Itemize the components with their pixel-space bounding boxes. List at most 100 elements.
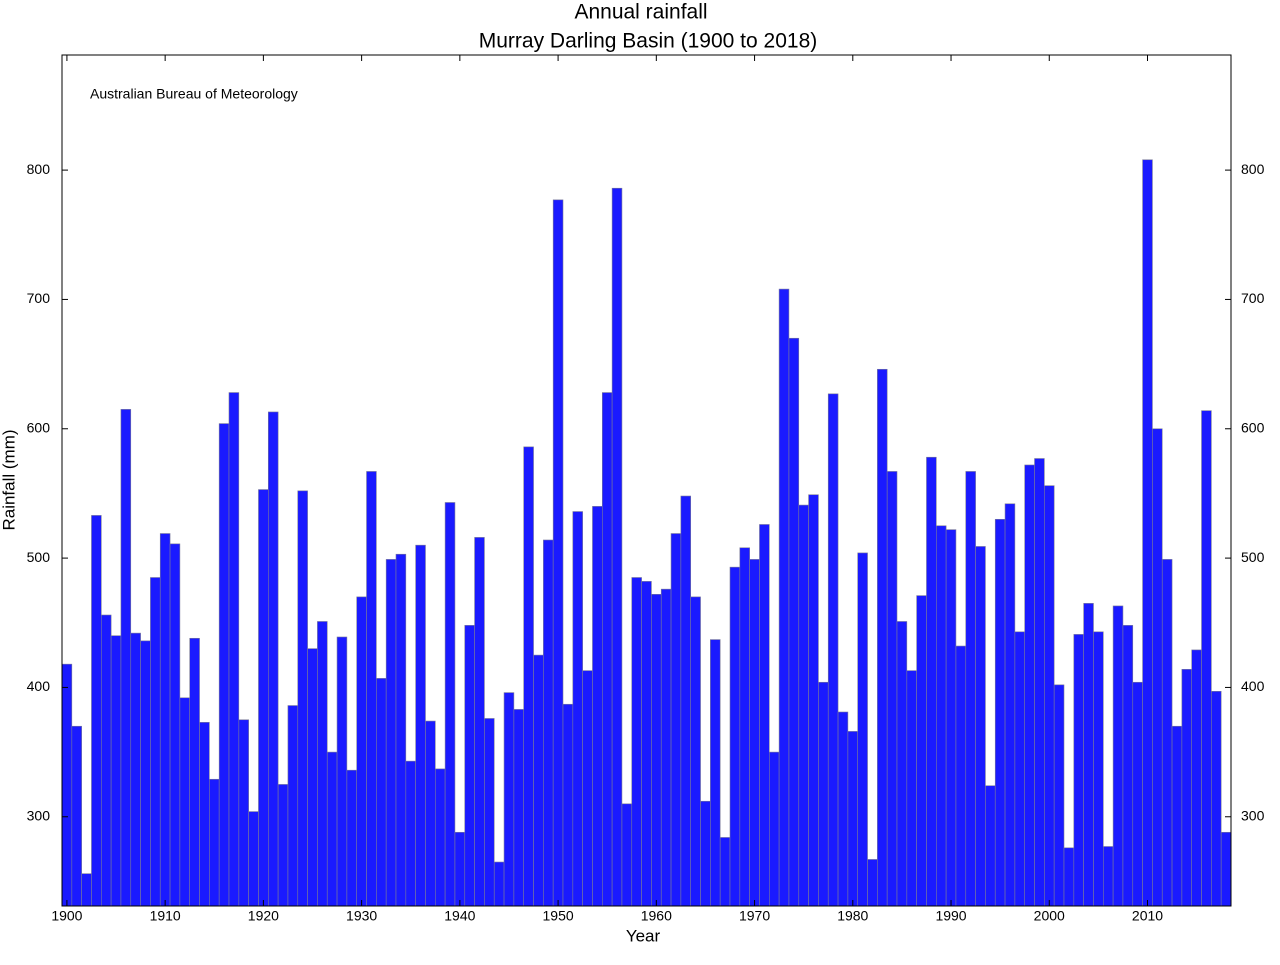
bar	[906, 670, 917, 907]
bar	[1171, 725, 1183, 907]
chart-subtitle: Murray Darling Basin (1900 to 2018)	[479, 30, 818, 53]
bar	[945, 529, 957, 907]
bar	[248, 811, 259, 907]
bar	[1102, 846, 1114, 907]
bar	[759, 524, 770, 907]
bar	[1122, 625, 1134, 907]
bar	[258, 489, 269, 907]
bar	[434, 768, 446, 907]
bar	[857, 552, 868, 907]
bar	[209, 778, 220, 907]
bar	[189, 637, 200, 907]
y2-tick-label: 500	[1241, 549, 1265, 565]
y-axis-label: Rainfall (mm)	[0, 429, 18, 530]
bar	[749, 559, 760, 907]
bar	[700, 800, 711, 907]
bar	[670, 533, 682, 907]
bar	[238, 719, 249, 907]
bar	[169, 543, 181, 907]
bar	[1044, 485, 1055, 907]
bar	[326, 751, 338, 907]
bar	[366, 471, 377, 907]
bar	[788, 337, 800, 907]
chart-title: Annual rainfall	[574, 1, 707, 24]
bar	[680, 495, 692, 907]
bar	[100, 614, 112, 907]
bar	[454, 831, 466, 907]
bar	[1093, 631, 1104, 907]
bar	[267, 411, 279, 907]
bar	[1191, 649, 1202, 907]
bar	[827, 393, 839, 907]
bar	[356, 596, 367, 907]
bar	[1053, 684, 1065, 907]
bar	[611, 187, 623, 907]
y-tick-label: 700	[27, 290, 51, 306]
bar	[1083, 603, 1094, 907]
bar	[1004, 503, 1016, 907]
bar	[464, 625, 475, 907]
bar	[1152, 428, 1163, 907]
x-tick-label: 1900	[51, 908, 82, 924]
bar	[287, 705, 299, 907]
bar	[81, 873, 92, 907]
bar	[493, 861, 505, 907]
bar	[297, 490, 308, 907]
x-tick-label: 1960	[641, 908, 672, 924]
bar	[926, 456, 937, 907]
y-tick-label: 400	[27, 678, 51, 694]
y2-tick-label: 300	[1241, 807, 1265, 823]
bar	[847, 731, 859, 907]
bar	[651, 594, 662, 907]
bar	[1073, 634, 1084, 907]
bar	[1220, 831, 1232, 907]
bar	[307, 648, 318, 907]
bar	[592, 506, 603, 907]
bar	[140, 640, 151, 907]
bar	[61, 663, 73, 907]
bar	[916, 595, 927, 907]
bar	[818, 681, 829, 907]
bar	[808, 494, 819, 907]
bar	[513, 709, 525, 907]
bar	[778, 288, 790, 907]
x-tick-label: 1950	[543, 908, 574, 924]
bar	[317, 621, 328, 907]
bar	[218, 423, 230, 907]
bar	[1024, 464, 1035, 907]
bar	[150, 577, 161, 907]
bar	[71, 725, 82, 907]
bar	[503, 692, 515, 907]
plot-frame	[61, 54, 1232, 907]
bar	[1132, 681, 1143, 907]
bar	[601, 392, 613, 907]
y-tick-label: 800	[27, 161, 51, 177]
x-tick-label: 1930	[346, 908, 377, 924]
bar	[484, 718, 495, 907]
bar	[641, 581, 652, 907]
bar	[994, 518, 1006, 907]
y2-tick-label: 600	[1241, 419, 1265, 435]
bar	[935, 525, 947, 907]
bar	[985, 785, 996, 907]
bar	[582, 670, 593, 907]
bar	[621, 803, 633, 907]
bar	[965, 471, 976, 907]
y2-tick-label: 400	[1241, 678, 1265, 694]
bar	[376, 678, 387, 907]
bar	[837, 711, 849, 907]
bar	[346, 769, 358, 907]
x-tick-label: 2010	[1132, 908, 1163, 924]
bar	[739, 547, 750, 907]
bar	[768, 751, 780, 907]
bar	[631, 577, 642, 907]
bar	[877, 368, 888, 907]
bar	[159, 533, 171, 907]
x-tick-label: 1940	[444, 908, 475, 924]
bar	[660, 588, 672, 907]
bar	[975, 546, 986, 907]
bar	[228, 392, 240, 907]
bar	[199, 722, 210, 907]
bar	[1201, 410, 1212, 907]
